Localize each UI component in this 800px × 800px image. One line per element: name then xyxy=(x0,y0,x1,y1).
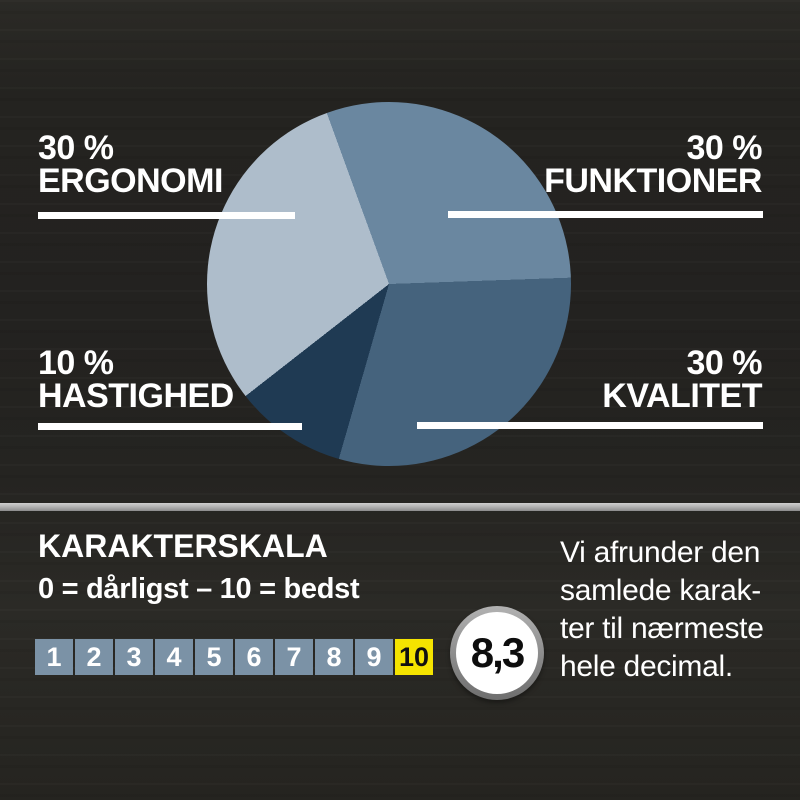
scale-box-7: 7 xyxy=(275,639,313,675)
callout-line-kvalitet xyxy=(417,422,763,429)
weight-pie-chart xyxy=(207,102,571,466)
score-value: 8,3 xyxy=(470,629,525,676)
scale-box-3: 3 xyxy=(115,639,153,675)
scale-subtitle: 0 = dårligst – 10 = bedst xyxy=(38,573,360,605)
section-divider xyxy=(0,503,800,511)
hastighed-percent: 10 % xyxy=(38,344,114,382)
rounding-note: Vi afrunder den samlede karak-ter til nær… xyxy=(560,534,764,686)
rounding-note-line: hele decimal. xyxy=(560,650,733,683)
ergonomi-percent: 30 % xyxy=(38,129,114,167)
score-badge-face: 8,3 xyxy=(456,612,538,694)
scale-box-2: 2 xyxy=(75,639,113,675)
rounding-note-line: samlede karak- xyxy=(560,574,761,607)
callout-line-hastighed xyxy=(38,423,302,430)
scale-box-8: 8 xyxy=(315,639,353,675)
scale-box-1: 1 xyxy=(35,639,73,675)
rounding-note-line: ter til nærmeste xyxy=(560,612,764,645)
hastighed-name: HASTIGHED xyxy=(38,377,234,415)
label-hastighed: 10 % HASTIGHED xyxy=(38,344,234,415)
rounding-note-line: Vi afrunder den xyxy=(560,536,761,569)
callout-line-funktioner xyxy=(448,211,763,218)
label-funktioner: 30 % FUNKTIONER xyxy=(544,129,763,200)
scale-box-10: 10 xyxy=(395,639,433,675)
scale-box-6: 6 xyxy=(235,639,273,675)
scale-title: KARAKTERSKALA xyxy=(38,528,328,564)
scale-box-5: 5 xyxy=(195,639,233,675)
scale-box-4: 4 xyxy=(155,639,193,675)
score-badge: 8,3 xyxy=(450,606,544,700)
kvalitet-name: KVALITET xyxy=(602,377,762,415)
callout-line-ergonomi xyxy=(38,212,295,219)
kvalitet-percent: 30 % xyxy=(686,344,763,382)
funktioner-name: FUNKTIONER xyxy=(544,162,762,200)
label-kvalitet: 30 % KVALITET xyxy=(602,344,763,415)
funktioner-percent: 30 % xyxy=(686,129,763,167)
scale-box-9: 9 xyxy=(355,639,393,675)
ergonomi-name: ERGONOMI xyxy=(38,162,223,200)
score-scale: 1 2 3 4 5 6 7 8 9 10 xyxy=(35,639,433,675)
label-ergonomi: 30 % ERGONOMI xyxy=(38,129,223,200)
